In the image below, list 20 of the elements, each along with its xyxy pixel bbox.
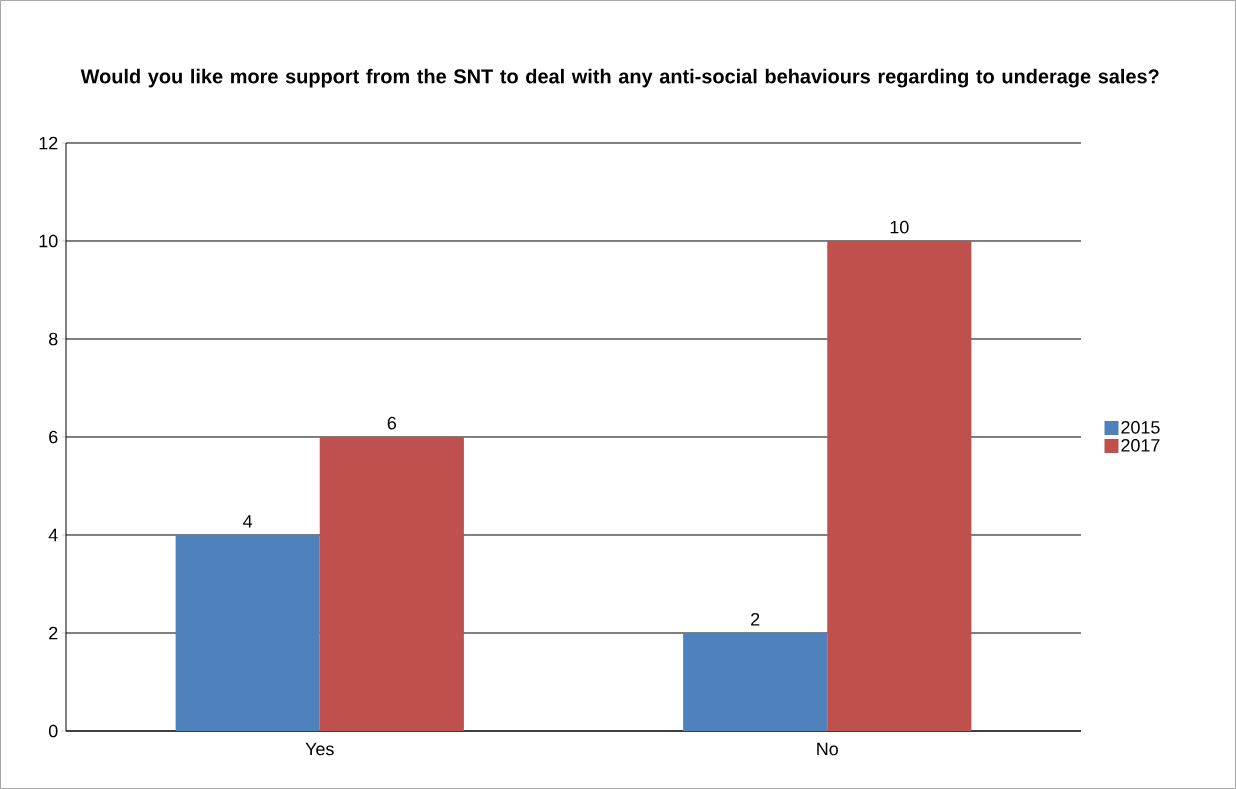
bar — [319, 437, 464, 731]
legend-label: 2015 — [1121, 420, 1160, 434]
data-label: 10 — [890, 220, 909, 234]
bar — [683, 633, 828, 731]
data-label: 4 — [243, 515, 253, 528]
data-label: 6 — [387, 416, 397, 430]
bar — [175, 535, 320, 731]
y-tick-label: 6 — [49, 430, 58, 444]
y-tick-label: 2 — [49, 626, 58, 640]
bar — [827, 241, 972, 731]
legend-label: 2017 — [1121, 438, 1160, 452]
x-tick-label: Yes — [305, 742, 334, 756]
y-tick-label: 10 — [39, 234, 58, 248]
data-label: 2 — [751, 612, 760, 626]
y-tick-label: 8 — [49, 332, 58, 346]
y-tick-label: 0 — [48, 724, 58, 738]
y-tick-label: 4 — [48, 528, 58, 542]
y-tick-label: 12 — [39, 136, 58, 150]
chart-title: Would you like more support from the SNT to deal with any anti-social behaviours regarding to underage sales? — [80, 68, 1159, 88]
x-tick-label: No — [817, 742, 838, 756]
